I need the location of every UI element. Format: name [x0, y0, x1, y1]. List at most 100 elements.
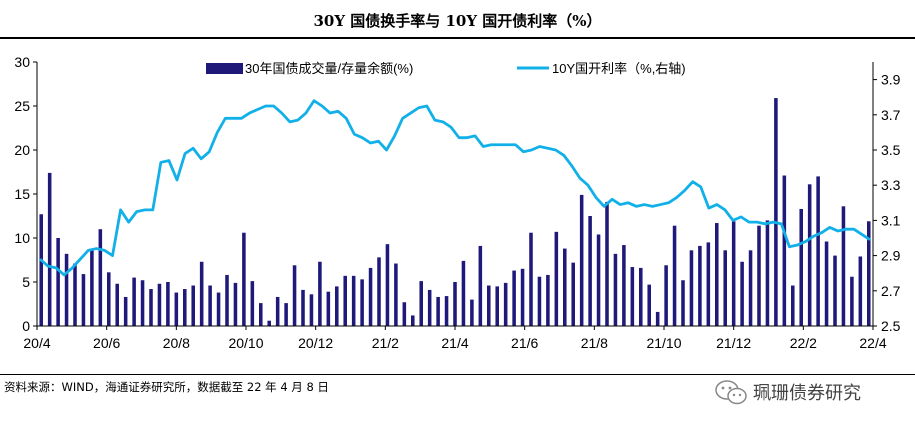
bar-58: [529, 232, 533, 326]
bar-2: [56, 238, 60, 326]
bar-50: [461, 260, 466, 326]
bar-33: [318, 261, 322, 326]
bar-49: [453, 282, 457, 326]
x-tick-label-2: 20/8: [163, 335, 190, 351]
bar-62: [563, 248, 567, 326]
x-tick-label-11: 22/2: [790, 335, 817, 351]
x-tick-label-1: 20/6: [93, 335, 120, 351]
rate-line: [39, 99, 871, 277]
right-tick-label-6: 3.7: [881, 107, 901, 123]
bar-65: [588, 216, 592, 326]
bar-15: [166, 282, 170, 326]
bar-44: [411, 315, 415, 326]
bar-40: [377, 257, 381, 326]
bar-30: [292, 265, 297, 326]
bar-74: [664, 265, 668, 326]
bar-29: [284, 303, 288, 326]
bar-63: [571, 262, 575, 326]
bar-11: [132, 277, 136, 326]
left-tick-label-0: 0: [22, 318, 30, 334]
bar-61: [554, 231, 559, 326]
source-note: 资料来源：WIND，海通证券研究所，数据截至 22 年 4 月 8 日: [4, 380, 329, 394]
bar-70: [630, 267, 635, 326]
bar-89: [791, 285, 795, 326]
bar-24: [242, 232, 246, 326]
bar-78: [698, 245, 702, 326]
bar-21: [216, 292, 221, 326]
bar-10: [123, 296, 128, 326]
bar-76: [681, 280, 685, 326]
bar-14: [157, 283, 162, 326]
bar-26: [259, 303, 263, 326]
right-tick-label-2: 2.9: [881, 248, 901, 264]
bar-68: [613, 253, 618, 326]
left-tick-label-3: 15: [14, 186, 30, 202]
bar-23: [233, 282, 238, 326]
bar-12: [140, 280, 145, 326]
x-tick-label-6: 21/4: [441, 335, 468, 351]
bar-7: [98, 229, 103, 326]
x-tick-label-9: 21/10: [646, 335, 681, 351]
bar-38: [360, 279, 364, 326]
x-tick-label-0: 20/4: [23, 335, 50, 351]
bar-67: [605, 201, 609, 326]
bar-54: [495, 286, 499, 326]
bar-92: [816, 176, 820, 326]
bar-41: [385, 244, 390, 326]
legend: 30年国债成交量/存量余额(%) 10Y国开利率（%,右轴): [206, 61, 686, 76]
bar-77: [689, 250, 694, 326]
right-tick-label-4: 3.3: [881, 177, 901, 193]
bar-0: [39, 214, 43, 326]
bar-39: [368, 267, 373, 326]
title-rule: [0, 37, 915, 39]
line-layer: [39, 99, 871, 277]
bar-87: [774, 98, 778, 326]
bar-8: [107, 272, 111, 326]
bar-1: [47, 172, 52, 326]
x-tick-label-3: 20/10: [228, 335, 263, 351]
bar-43: [402, 302, 407, 326]
right-tick-label-5: 3.5: [881, 142, 901, 158]
bar-3: [64, 253, 69, 326]
bar-81: [723, 250, 727, 326]
bar-52: [478, 245, 483, 326]
bar-35: [335, 286, 339, 326]
wechat-icon: [715, 380, 747, 405]
right-tick-label-0: 2.5: [881, 318, 901, 334]
x-tick-label-5: 21/2: [372, 335, 399, 351]
bar-6: [90, 249, 94, 326]
source-rule: [0, 374, 915, 375]
bar-93: [824, 241, 829, 326]
bar-17: [183, 289, 187, 326]
x-tick-label-4: 20/12: [298, 335, 333, 351]
bars-layer: [39, 98, 871, 326]
legend-bar-label: 30年国债成交量/存量余额(%): [245, 61, 413, 76]
bar-36: [343, 275, 347, 326]
left-tick-label-6: 30: [14, 54, 30, 70]
bar-91: [807, 184, 812, 326]
watermark-text: 珮珊债券研究: [753, 383, 861, 404]
bar-25: [250, 281, 255, 326]
bar-94: [833, 255, 837, 326]
bar-71: [639, 267, 643, 326]
axes-layer: 0 5 10 15 20 25 30 2.5 2.7 2.9 3.1 3.3 3.5 3.7 3.9 20/4…: [14, 54, 900, 351]
legend-line-label: 10Y国开利率（%,右轴): [552, 61, 686, 76]
chart-title: 30Y 国债换手率与 10Y 国开债利率（%）: [313, 12, 602, 30]
watermark: 珮珊债券研究: [710, 374, 910, 410]
bar-97: [858, 256, 863, 326]
left-tick-label-5: 25: [14, 98, 30, 114]
bar-37: [351, 275, 356, 326]
bar-34: [326, 291, 331, 326]
bar-31: [301, 289, 305, 326]
bar-73: [655, 311, 660, 326]
bar-45: [419, 281, 423, 326]
bar-28: [275, 296, 280, 326]
x-tick-label-12: 22/4: [859, 335, 886, 351]
bar-59: [537, 276, 542, 326]
bar-55: [503, 282, 508, 326]
bar-72: [647, 284, 651, 326]
bar-64: [579, 194, 584, 326]
bar-9: [115, 283, 119, 326]
bar-69: [622, 245, 626, 326]
x-tick-label-10: 21/12: [716, 335, 751, 351]
